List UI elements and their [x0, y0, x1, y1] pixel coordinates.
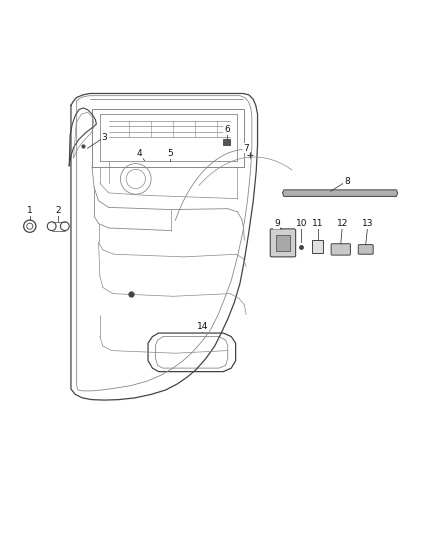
- Text: 1: 1: [27, 206, 33, 215]
- Text: 8: 8: [344, 176, 350, 185]
- Text: 9: 9: [274, 219, 280, 228]
- Polygon shape: [283, 190, 398, 197]
- Bar: [312, 240, 323, 253]
- Bar: [276, 235, 290, 251]
- Text: 7: 7: [243, 144, 249, 153]
- Text: 5: 5: [167, 149, 173, 158]
- Text: 2: 2: [56, 206, 61, 215]
- Text: 12: 12: [337, 219, 348, 228]
- Text: 13: 13: [362, 219, 374, 228]
- Bar: [223, 140, 230, 145]
- Text: 10: 10: [296, 219, 307, 228]
- Text: 3: 3: [101, 133, 107, 142]
- Text: 6: 6: [224, 125, 230, 134]
- Text: 11: 11: [312, 219, 324, 228]
- Text: 14: 14: [197, 322, 208, 332]
- FancyBboxPatch shape: [331, 244, 350, 255]
- Text: 4: 4: [137, 149, 142, 158]
- FancyBboxPatch shape: [358, 245, 373, 254]
- FancyBboxPatch shape: [270, 229, 296, 257]
